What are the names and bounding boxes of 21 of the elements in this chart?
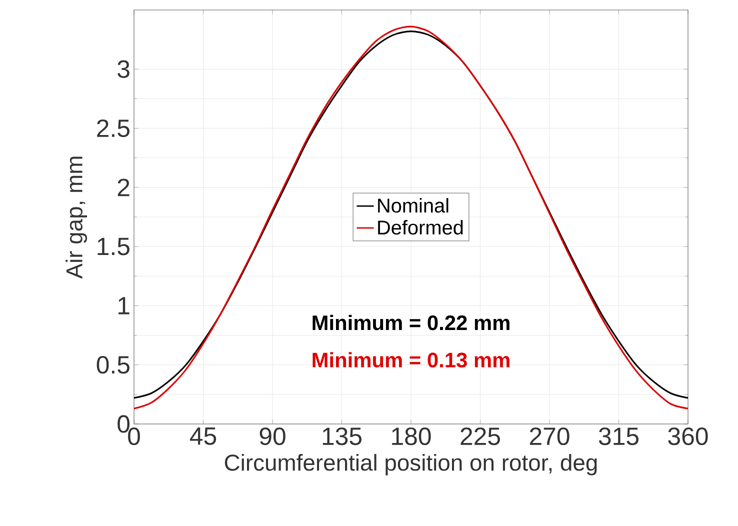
x-tick-label: 225: [460, 428, 500, 446]
x-tick-label: 90: [260, 428, 286, 446]
y-tick-label: 3: [118, 60, 130, 78]
y-tick-label: 1.5: [98, 238, 130, 256]
legend-label: Deformed: [378, 220, 463, 235]
y-tick-label: 1: [118, 297, 130, 314]
x-tick-label: 360: [668, 428, 708, 446]
annotation: Minimum = 0.13 mm: [312, 352, 510, 368]
y-tick-label: 0: [118, 415, 130, 433]
x-tick-label: 315: [598, 428, 638, 446]
x-tick-label: 45: [190, 428, 216, 445]
legend-label: Nominal: [378, 198, 448, 213]
x-tick-label: 180: [392, 428, 431, 446]
y-axis-title: Air gap, mm: [66, 156, 88, 279]
x-axis-title: Circumferential position on rotor, deg: [224, 454, 597, 476]
annotation: Minimum = 0.22 mm: [312, 314, 510, 330]
y-tick-label: 0.5: [96, 356, 130, 374]
x-tick-label: 135: [322, 428, 362, 446]
y-tick-label: 2: [118, 178, 130, 196]
y-tick-label: 2.5: [97, 119, 130, 138]
x-tick-label: 270: [530, 428, 570, 446]
